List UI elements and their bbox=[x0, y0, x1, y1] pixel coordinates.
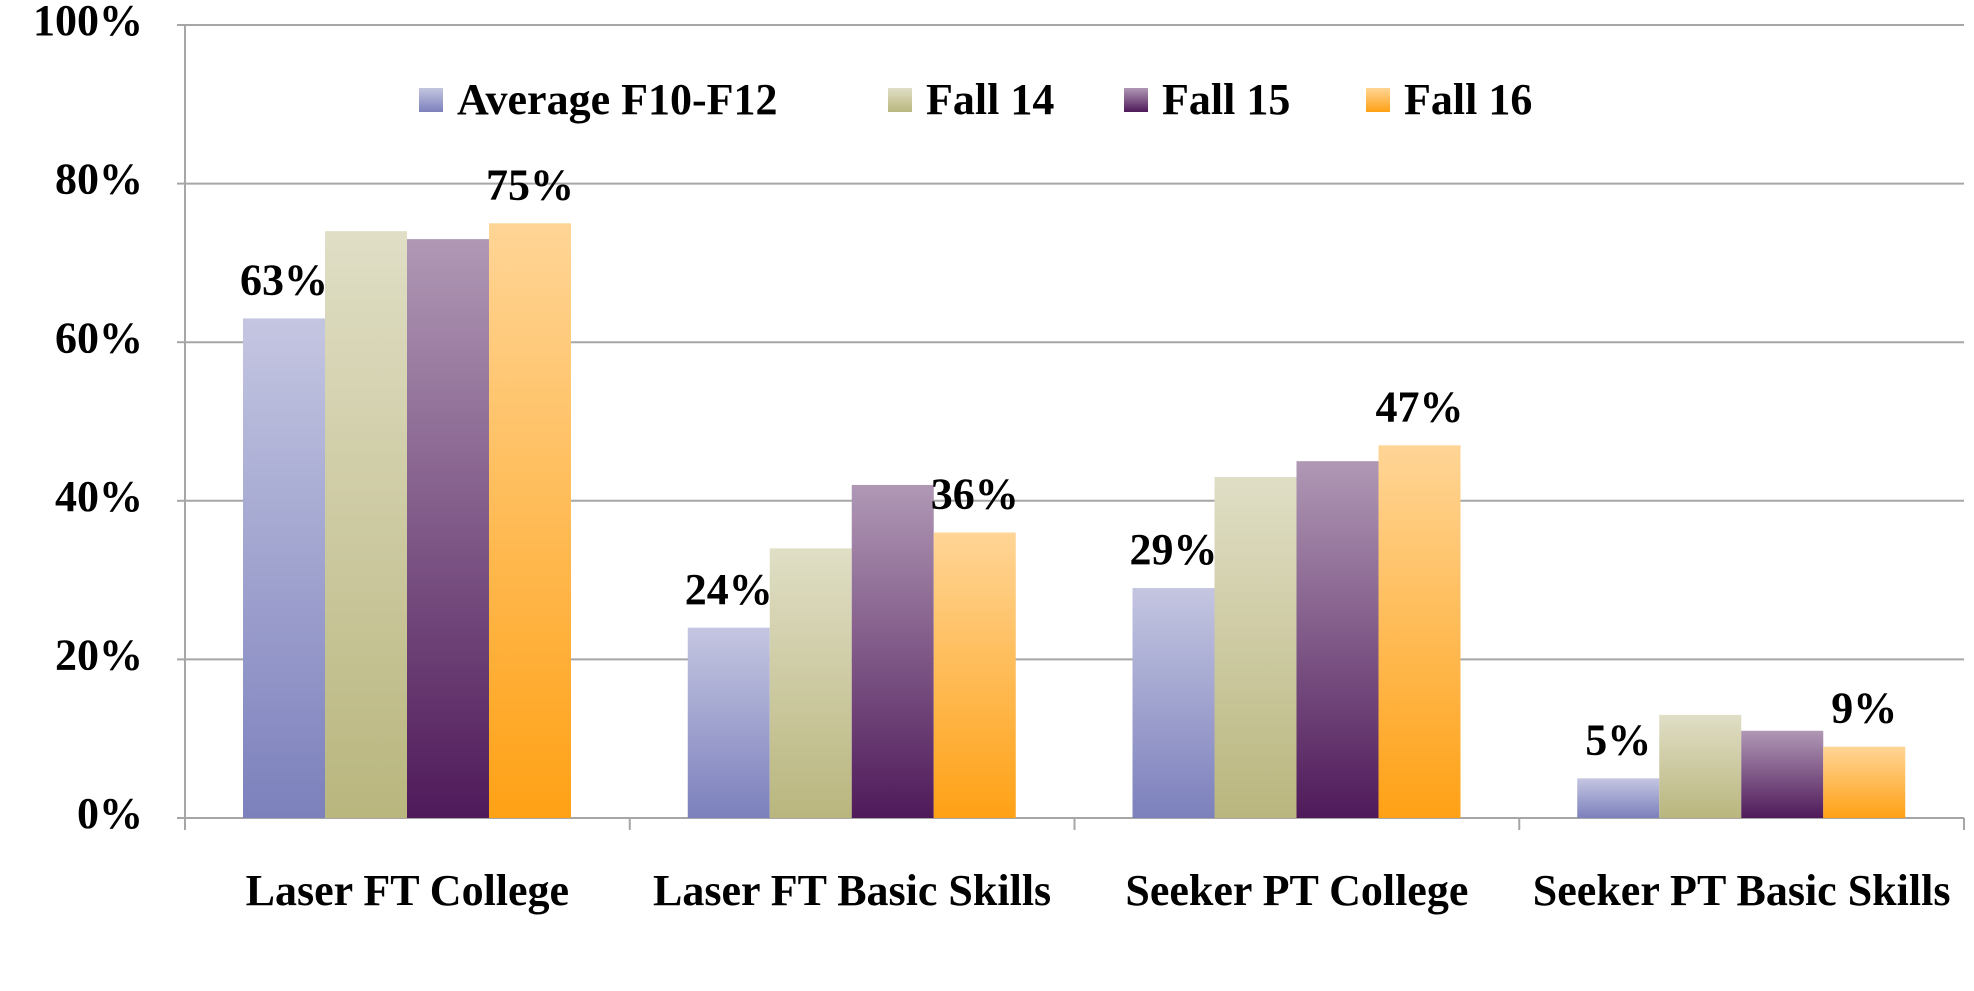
x-tick-label: Seeker PT Basic Skills bbox=[1532, 866, 1951, 915]
bar bbox=[1214, 477, 1297, 818]
bar bbox=[933, 532, 1016, 818]
data-label: 36% bbox=[931, 470, 1019, 519]
bar bbox=[1659, 714, 1742, 818]
bar bbox=[243, 318, 325, 818]
legend-swatch bbox=[1124, 88, 1148, 112]
bar bbox=[1378, 445, 1461, 818]
legend-swatch bbox=[419, 88, 443, 112]
bar bbox=[1132, 588, 1215, 818]
data-label: 63% bbox=[240, 256, 328, 305]
data-label: 9% bbox=[1831, 684, 1897, 733]
x-tick-label: Laser FT College bbox=[245, 866, 570, 915]
y-tick-label: 60% bbox=[55, 313, 143, 362]
bar bbox=[1296, 461, 1379, 818]
bar bbox=[489, 223, 571, 818]
y-tick-label: 20% bbox=[55, 630, 143, 679]
legend-label: Fall 15 bbox=[1162, 75, 1290, 124]
data-label: 5% bbox=[1585, 715, 1651, 764]
bar bbox=[1823, 746, 1906, 818]
bar bbox=[1577, 778, 1660, 818]
legend-swatch bbox=[888, 88, 912, 112]
y-tick-label: 0% bbox=[77, 789, 143, 838]
legend-label: Average F10-F12 bbox=[457, 75, 778, 124]
data-label: 75% bbox=[486, 160, 574, 209]
data-label: 47% bbox=[1376, 382, 1464, 431]
y-tick-label: 100% bbox=[33, 0, 143, 45]
y-tick-label: 40% bbox=[55, 472, 143, 521]
bar bbox=[687, 627, 770, 818]
bar bbox=[769, 548, 852, 818]
data-label: 29% bbox=[1130, 525, 1218, 574]
bar bbox=[1741, 730, 1824, 818]
y-tick-label: 80% bbox=[55, 155, 143, 204]
bar bbox=[851, 484, 934, 818]
legend-label: Fall 14 bbox=[926, 75, 1054, 124]
legend-label: Fall 16 bbox=[1404, 75, 1532, 124]
x-tick-label: Seeker PT College bbox=[1125, 866, 1469, 915]
data-label: 24% bbox=[685, 565, 773, 614]
legend-swatch bbox=[1366, 88, 1390, 112]
x-tick-label: Laser FT Basic Skills bbox=[653, 866, 1052, 915]
bar bbox=[325, 231, 407, 818]
bar bbox=[407, 239, 489, 819]
